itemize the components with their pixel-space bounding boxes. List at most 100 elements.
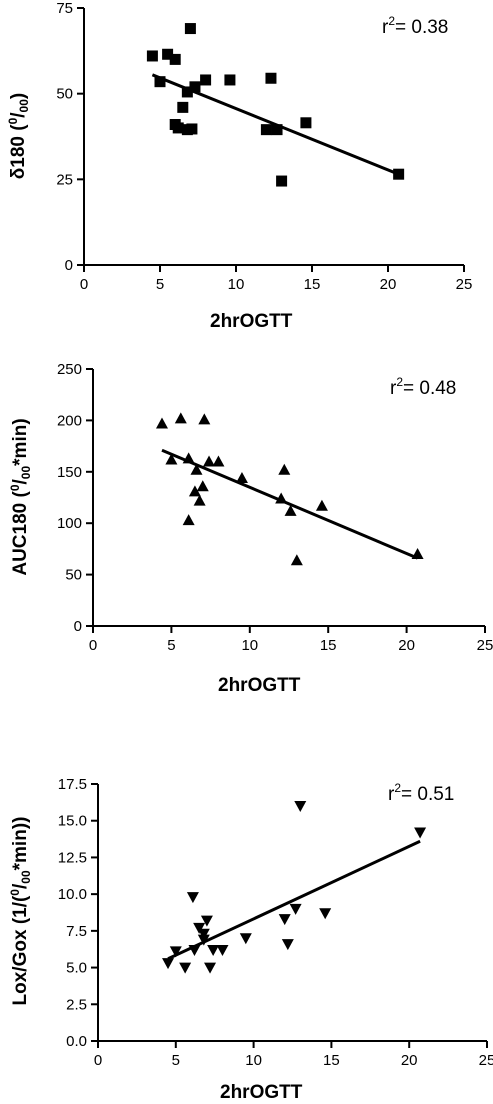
x-tick-label: 5 bbox=[172, 1052, 180, 1069]
y-axis-title-sub: 00 bbox=[19, 466, 33, 480]
data-point bbox=[278, 463, 291, 475]
r-squared-base: r bbox=[390, 378, 397, 399]
data-point bbox=[146, 50, 158, 62]
x-tick-label: 15 bbox=[304, 276, 321, 293]
x-tick-label: 10 bbox=[245, 1052, 262, 1069]
data-point bbox=[186, 892, 199, 904]
r-squared-annotation: r2= 0.48 bbox=[390, 375, 456, 399]
data-point bbox=[188, 944, 201, 956]
y-tick-label: 5.0 bbox=[66, 960, 87, 977]
data-point bbox=[188, 485, 201, 497]
x-tick-label: 0 bbox=[80, 276, 88, 293]
data-point bbox=[294, 801, 307, 813]
r-squared-sup: 2 bbox=[394, 781, 401, 795]
data-point bbox=[200, 74, 212, 86]
data-point bbox=[278, 914, 291, 926]
y-tick-label: 250 bbox=[57, 361, 82, 378]
data-point bbox=[290, 554, 303, 566]
data-point bbox=[414, 827, 427, 839]
data-point bbox=[197, 928, 210, 940]
data-point bbox=[207, 944, 220, 956]
y-tick-label: 150 bbox=[57, 464, 82, 481]
x-tick-label: 0 bbox=[94, 1052, 102, 1069]
y-tick-label: 25 bbox=[56, 171, 73, 188]
data-point bbox=[181, 86, 193, 98]
y-axis-title: δ180 (0/00) bbox=[6, 93, 31, 180]
data-point bbox=[393, 168, 405, 180]
data-point bbox=[260, 124, 272, 136]
y-tick-label: 7.5 bbox=[66, 923, 87, 940]
data-point bbox=[204, 962, 217, 974]
data-point bbox=[182, 452, 195, 464]
y-axis-title-sub: 00 bbox=[19, 870, 33, 884]
data-point bbox=[154, 76, 166, 88]
data-point bbox=[186, 123, 198, 135]
y-tick-label: 0 bbox=[74, 618, 82, 635]
x-tick-label: 5 bbox=[156, 276, 164, 293]
data-point bbox=[216, 944, 229, 956]
data-point bbox=[265, 72, 277, 84]
y-axis-title: Lox/Gox (1/(0/00*min)) bbox=[8, 817, 33, 1006]
regression-line bbox=[167, 839, 421, 961]
data-point bbox=[189, 81, 201, 93]
x-tick-label: 20 bbox=[380, 276, 397, 293]
data-point bbox=[235, 471, 248, 483]
data-point bbox=[184, 23, 196, 35]
y-tick-label: 2.5 bbox=[66, 996, 87, 1013]
data-point bbox=[155, 417, 168, 429]
y-axis-title-mid: / bbox=[10, 883, 31, 889]
y-axis-title-sup: 0 bbox=[8, 889, 22, 896]
data-point bbox=[196, 480, 209, 492]
y-axis-title-suffix: *min)) bbox=[10, 817, 31, 871]
data-point bbox=[224, 74, 236, 86]
data-point bbox=[174, 412, 187, 424]
y-tick-label: 100 bbox=[57, 515, 82, 532]
data-point bbox=[275, 492, 288, 504]
r-squared-base: r bbox=[388, 784, 395, 805]
y-axis-title-prefix: AUC180 ( bbox=[10, 491, 31, 576]
x-tick-label: 25 bbox=[479, 1052, 493, 1069]
x-axis-title: 2hrOGTT bbox=[210, 311, 293, 332]
data-point bbox=[172, 122, 184, 134]
y-tick-label: 12.5 bbox=[58, 849, 87, 866]
y-axis-title: AUC180 (0/00*min) bbox=[8, 418, 33, 575]
r-squared-rest: = 0.51 bbox=[401, 784, 454, 805]
x-tick-label: 20 bbox=[398, 637, 415, 654]
x-tick-label: 25 bbox=[456, 276, 473, 293]
data-point bbox=[315, 499, 328, 511]
r-squared-base: r bbox=[382, 17, 389, 38]
y-tick-label: 15.0 bbox=[58, 813, 87, 830]
y-axis-title-mid: / bbox=[10, 478, 31, 484]
data-point bbox=[281, 939, 294, 951]
y-tick-label: 17.5 bbox=[58, 776, 87, 793]
data-point bbox=[165, 453, 178, 465]
x-tick-label: 15 bbox=[323, 1052, 340, 1069]
y-axis-title-sup: 0 bbox=[6, 117, 20, 124]
x-axis-title: 2hrOGTT bbox=[220, 1082, 303, 1103]
data-point bbox=[197, 934, 210, 946]
y-axis-title-suffix: ) bbox=[8, 93, 29, 99]
data-point bbox=[271, 124, 283, 136]
x-tick-label: 20 bbox=[401, 1052, 418, 1069]
y-tick-label: 0 bbox=[65, 257, 73, 274]
y-axis-title-sub: 00 bbox=[17, 99, 31, 113]
data-point bbox=[162, 48, 174, 60]
data-point bbox=[169, 946, 182, 958]
data-point bbox=[177, 101, 189, 113]
data-point bbox=[162, 958, 175, 970]
data-point bbox=[193, 922, 206, 934]
y-axis-title-prefix: δ180 ( bbox=[8, 124, 29, 180]
x-tick-label: 10 bbox=[228, 276, 245, 293]
regression-line bbox=[161, 448, 419, 560]
data-point bbox=[169, 53, 181, 65]
data-point bbox=[276, 175, 288, 187]
r-squared-annotation: r2= 0.38 bbox=[382, 14, 448, 38]
x-tick-label: 25 bbox=[477, 637, 493, 654]
data-point bbox=[190, 463, 203, 475]
x-tick-label: 15 bbox=[320, 637, 337, 654]
data-point bbox=[212, 455, 225, 467]
x-tick-label: 0 bbox=[89, 637, 97, 654]
data-point bbox=[198, 413, 211, 425]
data-point bbox=[411, 548, 424, 560]
